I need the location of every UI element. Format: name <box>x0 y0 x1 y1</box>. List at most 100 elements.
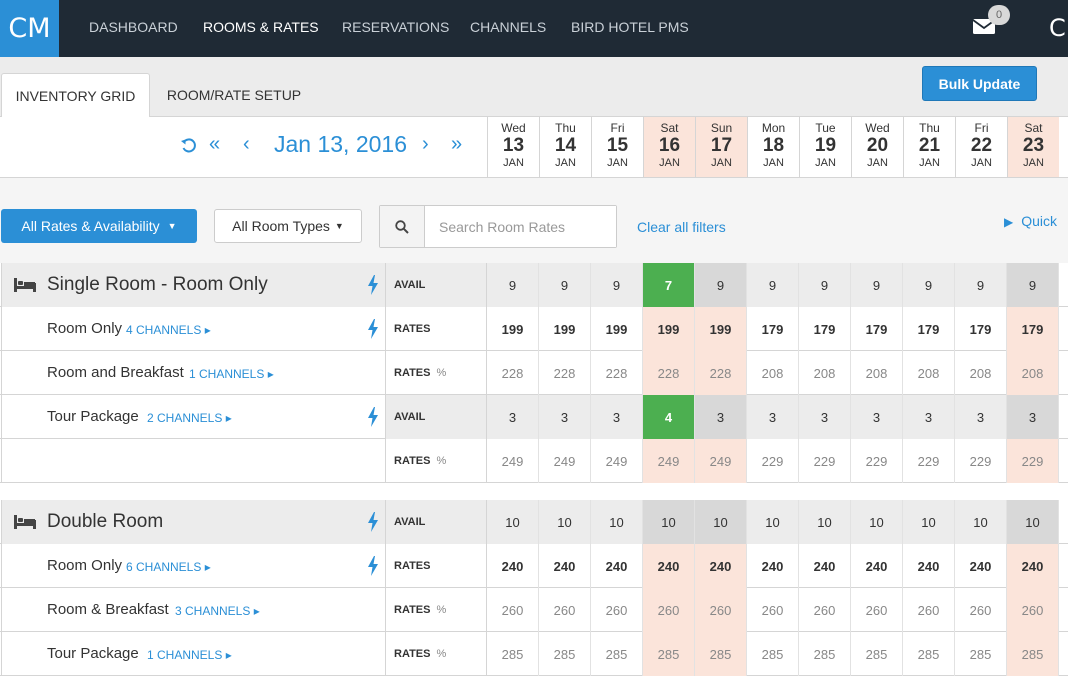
channels-link[interactable]: 6 CHANNELS ▸ <box>126 560 211 574</box>
rate-cell[interactable]: 285 <box>903 632 955 676</box>
room-title[interactable]: Double Room <box>47 511 164 532</box>
rate-cell[interactable]: 199 <box>695 307 747 351</box>
rate-plan-name[interactable]: Room & Breakfast <box>47 601 169 618</box>
rate-cell[interactable]: 285 <box>487 632 539 676</box>
rate-cell[interactable]: 285 <box>747 632 799 676</box>
channels-link[interactable]: 1 CHANNELS ▸ <box>147 648 232 662</box>
search-input[interactable] <box>426 206 616 247</box>
rate-cell[interactable]: 240 <box>851 544 903 588</box>
availability-cell[interactable]: 4 <box>643 395 695 439</box>
availability-cell[interactable]: 3 <box>903 395 955 439</box>
app-logo[interactable]: CM <box>0 0 59 57</box>
current-date[interactable]: Jan 13, 2016 <box>274 131 408 157</box>
rate-cell[interactable]: 249 <box>643 439 695 483</box>
user-menu[interactable]: C <box>1049 14 1066 42</box>
rate-plan-name[interactable]: Room and Breakfast <box>47 364 184 381</box>
availability-cell[interactable]: 7 <box>643 263 695 307</box>
rate-cell[interactable]: 260 <box>747 588 799 632</box>
rate-cell[interactable]: 285 <box>695 632 747 676</box>
availability-cell[interactable]: 9 <box>851 263 903 307</box>
previous-day-icon[interactable]: ‹ <box>243 133 250 155</box>
rate-cell[interactable]: 199 <box>591 307 643 351</box>
tab-room-rate-setup[interactable]: ROOM/RATE SETUP <box>166 87 302 103</box>
rate-cell[interactable]: 285 <box>799 632 851 676</box>
rate-cell[interactable]: 179 <box>955 307 1007 351</box>
availability-cell[interactable]: 9 <box>955 263 1007 307</box>
rate-cell[interactable]: 240 <box>487 544 539 588</box>
availability-cell[interactable]: 10 <box>487 500 539 544</box>
availability-cell[interactable]: 9 <box>539 263 591 307</box>
rate-cell[interactable]: 260 <box>799 588 851 632</box>
reset-date-icon[interactable] <box>181 138 197 154</box>
rate-plan-name[interactable]: Room Only <box>47 320 123 337</box>
rate-cell[interactable]: 285 <box>955 632 1007 676</box>
tab-inventory-grid[interactable]: INVENTORY GRID <box>1 73 150 118</box>
rate-cell[interactable]: 229 <box>799 439 851 483</box>
rate-cell[interactable]: 260 <box>955 588 1007 632</box>
rate-cell[interactable]: 285 <box>1007 632 1059 676</box>
availability-cell[interactable]: 9 <box>487 263 539 307</box>
rate-cell[interactable]: 179 <box>747 307 799 351</box>
channels-link[interactable]: 4 CHANNELS ▸ <box>126 323 211 337</box>
rate-cell[interactable]: 260 <box>695 588 747 632</box>
availability-cell[interactable]: 10 <box>747 500 799 544</box>
rate-cell[interactable]: 260 <box>487 588 539 632</box>
rate-cell[interactable]: 228 <box>591 351 643 395</box>
availability-cell[interactable]: 9 <box>799 263 851 307</box>
availability-cell[interactable]: 10 <box>1007 500 1059 544</box>
lightning-icon[interactable] <box>367 512 379 532</box>
lightning-icon[interactable] <box>367 319 379 339</box>
rate-cell[interactable]: 240 <box>747 544 799 588</box>
quick-link[interactable]: ▶ Quick <box>1004 213 1057 229</box>
nav-dashboard[interactable]: DASHBOARD <box>89 19 178 35</box>
availability-cell[interactable]: 3 <box>851 395 903 439</box>
rate-cell[interactable]: 179 <box>851 307 903 351</box>
availability-cell[interactable]: 9 <box>1007 263 1059 307</box>
availability-cell[interactable]: 10 <box>539 500 591 544</box>
rate-cell[interactable]: 240 <box>799 544 851 588</box>
availability-cell[interactable]: 10 <box>643 500 695 544</box>
nav-reservations[interactable]: RESERVATIONS <box>342 19 450 35</box>
availability-cell[interactable]: 3 <box>487 395 539 439</box>
jump-back-icon[interactable]: « <box>209 133 221 155</box>
rate-cell[interactable]: 199 <box>487 307 539 351</box>
rate-cell[interactable]: 208 <box>799 351 851 395</box>
rate-cell[interactable]: 260 <box>539 588 591 632</box>
rate-cell[interactable]: 260 <box>643 588 695 632</box>
availability-cell[interactable]: 3 <box>591 395 643 439</box>
next-day-icon[interactable]: › <box>422 133 429 155</box>
rate-cell[interactable]: 229 <box>747 439 799 483</box>
rate-cell[interactable]: 285 <box>851 632 903 676</box>
rate-cell[interactable]: 208 <box>851 351 903 395</box>
rate-cell[interactable]: 228 <box>695 351 747 395</box>
nav-channels[interactable]: CHANNELS <box>470 19 547 35</box>
rate-cell[interactable]: 249 <box>695 439 747 483</box>
channels-link[interactable]: 2 CHANNELS ▸ <box>147 411 232 425</box>
availability-cell[interactable]: 3 <box>695 395 747 439</box>
availability-cell[interactable]: 10 <box>955 500 1007 544</box>
rate-cell[interactable]: 179 <box>799 307 851 351</box>
clear-filters-link[interactable]: Clear all filters <box>637 219 726 235</box>
rate-cell[interactable]: 249 <box>591 439 643 483</box>
lightning-icon[interactable] <box>367 275 379 295</box>
rate-plan-name[interactable]: Tour Package <box>47 645 139 662</box>
availability-cell[interactable]: 3 <box>1007 395 1059 439</box>
rate-cell[interactable]: 208 <box>747 351 799 395</box>
rate-cell[interactable]: 208 <box>955 351 1007 395</box>
rate-cell[interactable]: 240 <box>955 544 1007 588</box>
jump-forward-icon[interactable]: » <box>451 133 463 155</box>
bulk-update-button[interactable]: Bulk Update <box>922 66 1037 101</box>
availability-cell[interactable]: 10 <box>799 500 851 544</box>
nav-rooms-rates[interactable]: ROOMS & RATES <box>203 19 319 35</box>
rate-cell[interactable]: 260 <box>903 588 955 632</box>
availability-cell[interactable]: 9 <box>591 263 643 307</box>
rate-cell[interactable]: 240 <box>903 544 955 588</box>
rate-cell[interactable]: 260 <box>851 588 903 632</box>
availability-cell[interactable]: 3 <box>799 395 851 439</box>
rate-cell[interactable]: 208 <box>1007 351 1059 395</box>
rate-cell[interactable]: 229 <box>955 439 1007 483</box>
room-types-dropdown[interactable]: All Room Types ▼ <box>214 209 362 243</box>
rate-cell[interactable]: 260 <box>1007 588 1059 632</box>
rate-cell[interactable]: 179 <box>1007 307 1059 351</box>
rate-cell[interactable]: 240 <box>539 544 591 588</box>
